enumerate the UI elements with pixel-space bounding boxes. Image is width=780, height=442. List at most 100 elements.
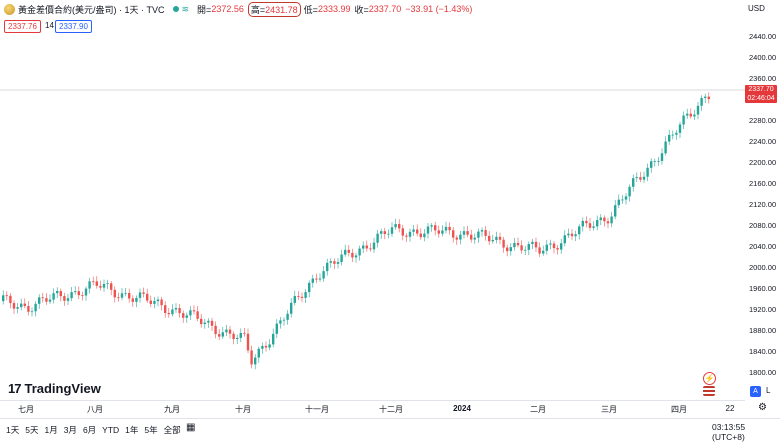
currency-label[interactable]: USD <box>748 4 765 13</box>
clock[interactable]: 03:13:55 (UTC+8) <box>712 422 746 442</box>
candle <box>16 307 19 309</box>
candle <box>56 291 59 294</box>
candle <box>23 303 26 307</box>
current-price-value: 2337.70 <box>748 86 774 93</box>
range-button[interactable]: 6月 <box>82 424 97 435</box>
candle <box>293 296 296 303</box>
time-tick: 八月 <box>87 405 103 414</box>
candle <box>128 293 131 299</box>
candle <box>88 281 91 289</box>
candle <box>405 235 408 237</box>
candle <box>401 228 404 236</box>
lightning-icon[interactable]: ⚡ <box>703 372 716 385</box>
time-axis[interactable]: 七月 八月 九月 十月 十一月 十二月 2024 二月 三月 四月 22 <box>0 400 745 415</box>
candle <box>106 283 109 285</box>
candle <box>124 293 127 294</box>
candle <box>506 247 509 252</box>
candle <box>189 310 192 316</box>
candle <box>599 217 602 221</box>
candle <box>174 308 178 310</box>
candle <box>110 283 113 290</box>
candle <box>52 293 55 300</box>
candle <box>462 231 466 235</box>
candle <box>441 230 444 234</box>
low-value: 2333.99 <box>317 4 351 14</box>
candle <box>41 297 44 299</box>
log-scale-button[interactable]: L <box>766 386 771 395</box>
candle <box>434 225 437 231</box>
candle <box>621 199 624 201</box>
candle <box>142 292 145 294</box>
range-button[interactable]: 5天 <box>25 424 39 435</box>
candle <box>588 223 592 228</box>
candle <box>5 295 8 297</box>
candle <box>585 220 588 224</box>
time-tick: 二月 <box>530 405 546 414</box>
tradingview-mark-icon: 17 <box>8 381 22 396</box>
candle <box>185 315 188 318</box>
spread-value: 14 <box>45 21 54 30</box>
candle <box>304 292 307 298</box>
candle <box>513 242 516 248</box>
auto-scale-button[interactable]: A <box>750 386 761 397</box>
range-button[interactable]: 1年 <box>125 424 139 435</box>
price-tick: 2200.00 <box>749 158 777 167</box>
range-button[interactable]: YTD <box>102 424 120 435</box>
candle <box>30 311 34 313</box>
price-tick: 2000.00 <box>749 263 777 272</box>
range-button[interactable]: 1月 <box>44 424 58 435</box>
candle <box>135 297 138 302</box>
candle <box>459 234 462 240</box>
candle <box>300 296 304 298</box>
range-button[interactable]: 全部 <box>163 424 181 435</box>
price-chart[interactable] <box>0 0 745 400</box>
candle <box>509 247 512 252</box>
high-value: 2431.78 <box>265 4 298 15</box>
price-tick: 2440.00 <box>749 32 777 41</box>
candle <box>387 233 390 235</box>
calendar-icon[interactable]: ▦ <box>186 422 196 433</box>
candle <box>138 292 142 298</box>
range-button[interactable]: 1天 <box>6 424 20 435</box>
candle <box>318 278 322 280</box>
range-button[interactable]: 5年 <box>144 424 158 435</box>
candle <box>315 278 318 280</box>
symbol-title[interactable]: 黃金差價合約(美元/盎司) · 1天 · TVC <box>18 4 165 15</box>
candle <box>354 255 358 258</box>
range-button[interactable]: 3月 <box>63 424 77 435</box>
candle <box>635 177 638 179</box>
candle <box>419 233 422 238</box>
price-tick: 1800.00 <box>749 368 777 377</box>
candle <box>664 141 667 154</box>
change-value: −33.91 (−1.43%) <box>405 4 473 14</box>
candle <box>477 231 480 238</box>
candle <box>344 249 347 255</box>
candle <box>336 262 340 264</box>
candle <box>372 242 376 250</box>
candle <box>545 244 548 251</box>
candle <box>218 334 221 337</box>
time-tick: 十一月 <box>305 405 329 414</box>
candle <box>628 186 631 197</box>
candle <box>488 235 491 242</box>
settings-icon[interactable]: ⚙ <box>758 402 767 413</box>
us-flag-icon[interactable] <box>703 386 715 396</box>
candle <box>192 310 196 312</box>
time-tick: 22 <box>725 404 735 413</box>
candle <box>63 296 66 301</box>
ask-price[interactable]: 2337.90 <box>55 20 92 33</box>
bid-price[interactable]: 2337.76 <box>4 20 41 33</box>
candle <box>696 105 700 115</box>
price-axis[interactable]: 2440.002400.002360.002320.002280.002240.… <box>745 0 780 405</box>
candle <box>351 252 354 258</box>
time-tick: 九月 <box>164 405 180 414</box>
candle <box>99 285 102 288</box>
candle <box>196 311 199 319</box>
candle <box>358 248 361 256</box>
price-tick: 2160.00 <box>749 179 777 188</box>
candle <box>520 245 523 251</box>
close-value: 2337.70 <box>368 4 402 14</box>
candle <box>95 281 98 286</box>
candle <box>246 333 250 351</box>
candle <box>495 236 498 241</box>
